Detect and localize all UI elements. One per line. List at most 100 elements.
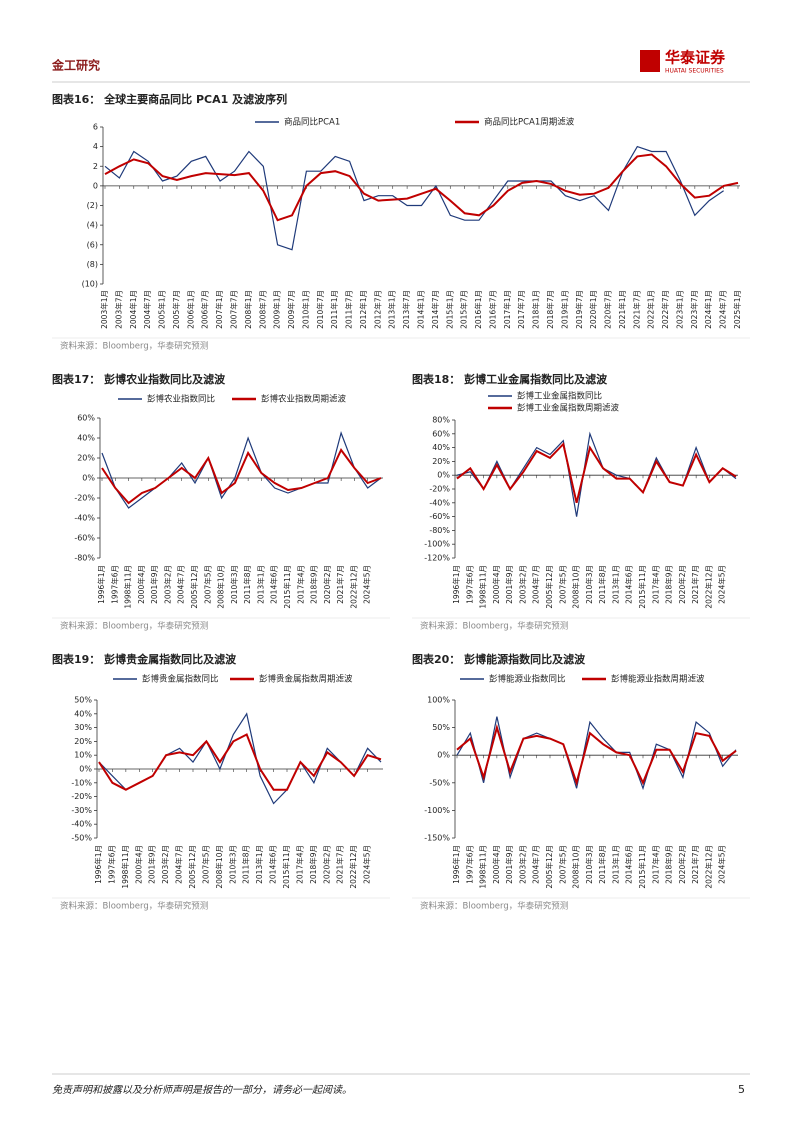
x-tick-label: 2004年1月: [128, 290, 138, 329]
x-tick-label: 2003年2月: [162, 565, 172, 604]
x-tick-label: 2022年1月: [646, 290, 656, 329]
x-tick-label: 1996年1月: [96, 565, 106, 604]
y-tick-label: 30%: [74, 723, 92, 732]
x-tick-label: 1998年11月: [120, 845, 130, 889]
x-tick-label: 2004年7月: [531, 565, 541, 604]
x-tick-label: 2014年6月: [624, 565, 634, 604]
x-tick-label: 2008年1月: [243, 290, 253, 329]
x-tick-label: 1996年1月: [451, 845, 461, 884]
y-tick-label: (8): [87, 260, 98, 269]
x-tick-label: 2005年12月: [187, 845, 197, 889]
brand-icon: [640, 50, 660, 72]
x-tick-label: 1997年6月: [464, 565, 474, 604]
x-tick-label: 2015年11月: [637, 845, 647, 889]
y-tick-label: 0: [93, 181, 98, 190]
series-line: [101, 448, 382, 505]
x-tick-label: 2018年9月: [664, 565, 674, 604]
x-tick-label: 2014年6月: [269, 565, 279, 604]
x-tick-label: 2007年1月: [214, 290, 224, 329]
y-tick-label: -100%: [424, 540, 450, 549]
x-tick-label: 2010年7月: [315, 290, 325, 329]
x-tick-label: 2003年7月: [113, 290, 123, 329]
y-tick-label: -80%: [74, 554, 95, 563]
x-tick-label: 2015年11月: [282, 565, 292, 609]
x-tick-label: 2007年5月: [200, 845, 210, 884]
legend-label: 商品同比PCA1: [284, 117, 340, 128]
y-tick-label: 80%: [432, 416, 450, 425]
x-tick-label: 2011年8月: [597, 565, 607, 604]
x-tick-label: 2018年9月: [664, 845, 674, 884]
x-tick-label: 2023年1月: [674, 290, 684, 329]
y-tick-label: -40%: [71, 820, 92, 829]
y-tick-label: -20%: [71, 792, 92, 801]
brand-name-en: HUATAI SECURITIES: [665, 68, 724, 75]
x-tick-label: 2006年7月: [200, 290, 210, 329]
x-tick-label: 2007年5月: [202, 565, 212, 604]
x-tick-label: 1997年6月: [464, 845, 474, 884]
x-tick-label: 1997年6月: [106, 845, 116, 884]
x-tick-label: 2011年1月: [329, 290, 339, 329]
x-tick-label: 2001年9月: [149, 565, 159, 604]
x-tick-label: 2000年4月: [136, 565, 146, 604]
x-tick-label: 2024年5月: [717, 565, 727, 604]
x-tick-label: 2003年1月: [99, 290, 109, 329]
x-tick-label: 2020年2月: [322, 565, 332, 604]
x-tick-label: 2001年9月: [504, 845, 514, 884]
y-tick-label: 10%: [74, 751, 92, 760]
series-line: [104, 145, 724, 251]
x-tick-label: 2007年5月: [557, 845, 567, 884]
x-tick-label: 2009年1月: [272, 290, 282, 329]
x-tick-label: 2013年1月: [255, 565, 265, 604]
x-tick-label: 2021年7月: [690, 845, 700, 884]
x-tick-label: 2003年2月: [517, 565, 527, 604]
y-tick-label: 20%: [432, 457, 450, 466]
x-tick-label: 2024年5月: [362, 845, 372, 884]
x-tick-label: 2020年7月: [603, 290, 613, 329]
legend-label: 彭博农业指数同比: [147, 394, 215, 405]
series-line: [104, 153, 739, 222]
y-tick-label: -10%: [71, 778, 92, 787]
y-tick-label: 40%: [432, 443, 450, 452]
y-tick-label: (2): [87, 201, 98, 210]
x-tick-label: 2018年7月: [545, 290, 555, 329]
x-tick-label: 2020年2月: [677, 845, 687, 884]
series-line: [101, 431, 382, 509]
x-tick-label: 2007年7月: [228, 290, 238, 329]
legend-label: 彭博能源业指数同比: [489, 674, 566, 685]
x-tick-label: 2013年1月: [610, 565, 620, 604]
page-number: 5: [738, 1083, 745, 1096]
chart-title: 图表19： 彭博贵金属指数同比及滤波: [52, 652, 237, 666]
y-tick-label: -40%: [74, 514, 95, 523]
x-tick-label: 2023年7月: [689, 290, 699, 329]
x-tick-label: 2014年6月: [624, 845, 634, 884]
x-tick-label: 2016年1月: [473, 290, 483, 329]
x-tick-label: 2012年1月: [358, 290, 368, 329]
y-tick-label: 40%: [74, 709, 92, 718]
y-tick-label: -50%: [71, 834, 92, 843]
x-tick-label: 2020年1月: [588, 290, 598, 329]
x-tick-label: 2004年7月: [142, 290, 152, 329]
x-tick-label: 2001年9月: [147, 845, 157, 884]
source-note: 资料来源：Bloomberg，华泰研究预测: [60, 341, 208, 352]
x-tick-label: 2021年7月: [631, 290, 641, 329]
x-tick-label: 2015年7月: [459, 290, 469, 329]
y-tick-label: 2: [93, 162, 98, 171]
y-tick-label: 4: [93, 142, 98, 151]
y-tick-label: 20%: [77, 454, 95, 463]
x-tick-label: 2011年8月: [242, 565, 252, 604]
legend-label: 彭博工业金属指数周期滤波: [517, 403, 620, 414]
x-tick-label: 2008年10月: [571, 565, 581, 609]
x-tick-label: 2011年7月: [344, 290, 354, 329]
x-tick-label: 2007年5月: [557, 565, 567, 604]
x-tick-label: 2024年7月: [718, 290, 728, 329]
x-tick-label: 2017年4月: [650, 565, 660, 604]
x-tick-label: 1997年6月: [109, 565, 119, 604]
y-tick-label: (10): [82, 280, 98, 289]
x-tick-label: 2022年12月: [348, 845, 358, 889]
chart-title: 图表18： 彭博工业金属指数同比及滤波: [412, 372, 608, 386]
x-tick-label: 2003年2月: [160, 845, 170, 884]
x-tick-label: 2014年7月: [430, 290, 440, 329]
x-tick-label: 2019年7月: [574, 290, 584, 329]
x-tick-label: 2022年12月: [348, 565, 358, 609]
